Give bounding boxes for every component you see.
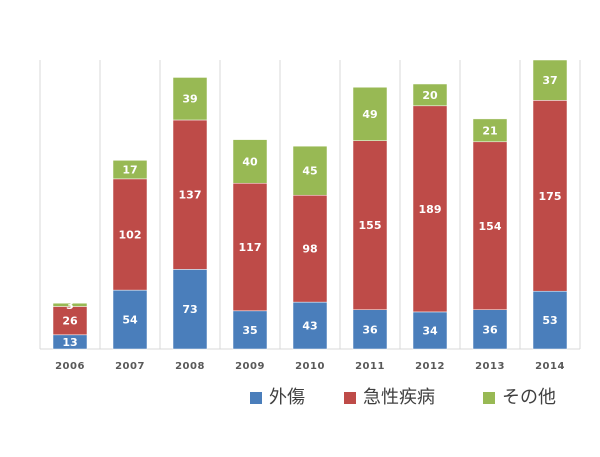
bars-layer [52,59,568,350]
data-label-2011-1: 36 [362,323,378,336]
bar-segment-2013-1 [472,309,508,350]
bar-segment-2008-2 [172,119,208,270]
legend-label-3: その他 [502,387,556,408]
data-label-2013-3: 21 [482,124,497,137]
bar-segment-2012-2 [412,105,448,313]
data-labels-layer: 13 26 3 54 102 17 73 137 39 35 117 40 43 98 45 36 155 49 3… [62,74,561,349]
data-label-2008-2: 137 [179,189,202,202]
legend: 外傷 急性疾病 その他 [250,387,556,408]
x-tick-label-2009: 2009 [235,361,265,372]
x-axis: 2006 2007 2008 2009 2010 2011 2012 2013 2014 [55,361,565,372]
legend-label-2: 急性疾病 [363,387,435,408]
bar-segment-2014-2 [532,100,568,292]
data-label-2010-1: 43 [302,320,317,333]
bar-segment-2010-3 [292,145,328,196]
bar-segment-2007-2 [112,178,148,291]
x-tick-label-2011: 2011 [355,361,385,372]
data-label-2007-2: 102 [119,228,142,241]
bar-segment-2010-1 [292,301,328,350]
x-tick-label-2006: 2006 [55,361,85,372]
legend-swatch-3 [483,392,495,404]
bar-segment-2014-3 [532,59,568,101]
bar-segment-2009-2 [232,182,268,312]
data-label-2006-3: 3 [66,299,74,312]
data-label-2013-1: 36 [482,323,498,336]
data-label-2012-1: 34 [422,324,438,337]
bar-segment-2008-3 [172,77,208,121]
bar-segment-2012-3 [412,83,448,107]
data-label-2013-2: 154 [479,220,502,233]
bar-segment-2014-1 [532,290,568,350]
bar-segment-2013-3 [472,118,508,143]
bar-segment-2009-1 [232,310,268,350]
data-label-2008-1: 73 [182,303,197,316]
data-label-2014-3: 37 [542,74,557,87]
bar-segment-2011-3 [352,87,388,141]
data-label-2014-2: 175 [539,190,562,203]
data-label-2012-3: 20 [422,89,438,102]
legend-label-1: 外傷 [269,387,305,408]
data-label-2009-3: 40 [242,155,258,168]
data-label-2010-2: 98 [302,243,317,256]
data-label-2012-2: 189 [419,203,442,216]
x-tick-label-2008: 2008 [175,361,205,372]
data-label-2009-1: 35 [242,324,257,337]
data-label-2014-1: 53 [542,314,557,327]
bar-segment-2006-2 [52,306,88,336]
bar-segment-2009-3 [232,139,268,184]
bar-segment-2007-1 [112,289,148,350]
bar-segment-2013-2 [472,141,508,310]
data-label-2009-2: 117 [239,241,262,254]
x-tick-label-2012: 2012 [415,361,445,372]
legend-swatch-1 [250,392,262,404]
bar-segment-2006-3 [52,302,88,307]
x-tick-label-2010: 2010 [295,361,325,372]
data-label-2007-3: 17 [122,164,137,177]
data-label-2008-3: 39 [182,93,197,106]
data-label-2006-1: 13 [62,336,77,349]
bar-segment-2007-3 [112,160,148,180]
bar-segment-2011-2 [352,140,388,310]
x-tick-label-2013: 2013 [475,361,505,372]
data-label-2011-3: 49 [362,108,377,121]
data-label-2011-2: 155 [359,219,382,232]
data-label-2010-3: 45 [302,165,317,178]
data-label-2007-1: 54 [122,314,138,327]
x-tick-label-2014: 2014 [535,361,565,372]
bar-segment-2008-1 [172,269,208,350]
x-tick-label-2007: 2007 [115,361,145,372]
data-label-2006-2: 26 [62,315,78,328]
bar-segment-2010-2 [292,194,328,303]
legend-swatch-2 [344,392,356,404]
